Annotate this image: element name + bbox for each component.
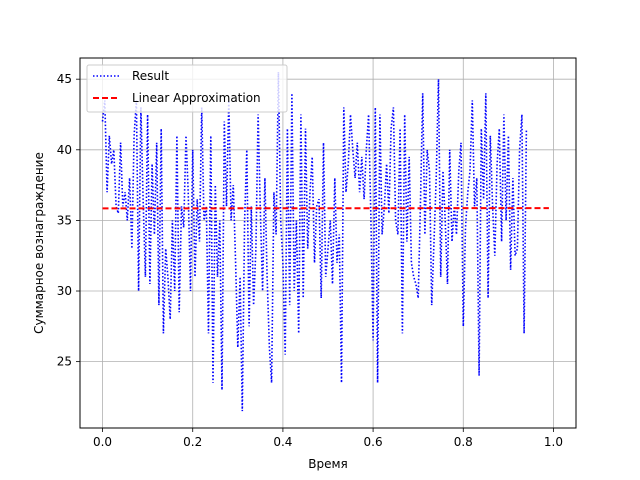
- legend: Result Linear Approximation: [86, 64, 288, 113]
- x-tick-label: 1.0: [544, 435, 563, 449]
- y-tick-label: 45: [57, 72, 72, 86]
- ticks-layer: 0.0 0.2 0.4 0.6 0.8 1.0 25 30 35 40 45: [57, 72, 563, 449]
- x-tick-label: 0.8: [454, 435, 473, 449]
- legend-label-result: Result: [132, 69, 169, 83]
- grid-layer: [80, 58, 576, 428]
- y-axis-label: Суммарное вознаграждение: [32, 152, 46, 334]
- x-tick-label: 0.4: [273, 435, 292, 449]
- x-tick-label: 0.2: [183, 435, 202, 449]
- series-line-result: [101, 72, 528, 412]
- x-tick-label: 0.6: [364, 435, 383, 449]
- y-tick-label: 25: [57, 355, 72, 369]
- axes-frame: [79, 57, 577, 429]
- y-tick-label: 30: [57, 284, 72, 298]
- series-layer: [101, 72, 549, 412]
- legend-box: [86, 64, 288, 113]
- y-tick-label: 35: [57, 213, 72, 227]
- legend-label-linear-approximation: Linear Approximation: [132, 91, 261, 105]
- x-tick-label: 0.0: [93, 435, 112, 449]
- y-tick-label: 40: [57, 143, 72, 157]
- x-axis-label: Время: [308, 457, 348, 471]
